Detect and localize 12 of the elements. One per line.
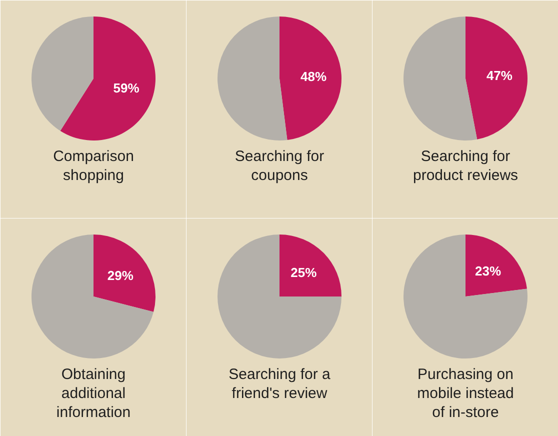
- text: Searching for coupons: [234, 148, 324, 184]
- data-label: 25%: [290, 264, 318, 280]
- data-label: 23%: [475, 263, 502, 278]
- text: Purchasing on mobile instead of in-store: [417, 366, 514, 421]
- text: Comparison shopping: [53, 148, 134, 184]
- text: Searching for a friend's review: [228, 366, 332, 402]
- data-label: 59%: [113, 80, 140, 96]
- data-label: 29%: [107, 268, 134, 284]
- text: Obtaining additional information: [56, 366, 131, 421]
- data-label: 48%: [300, 68, 327, 84]
- text: Searching for product reviews: [412, 148, 518, 184]
- data-label: 47%: [486, 68, 513, 83]
